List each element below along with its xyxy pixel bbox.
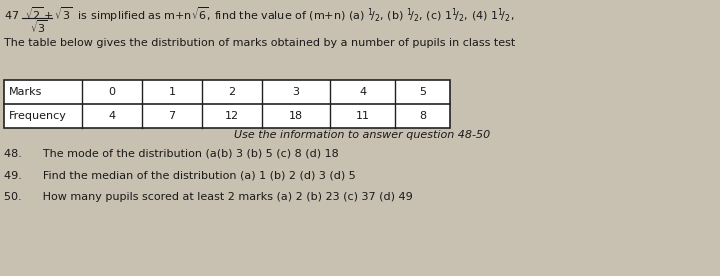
Text: 7: 7 [168,111,176,121]
Text: Marks: Marks [9,87,42,97]
Text: Use the information to answer question 48-50: Use the information to answer question 4… [234,130,490,140]
Text: 2: 2 [228,87,235,97]
Text: 0: 0 [109,87,115,97]
Text: $\sqrt{3}$: $\sqrt{3}$ [30,18,48,35]
Text: 12: 12 [225,111,239,121]
Text: 11: 11 [356,111,369,121]
Text: 47  $\sqrt{2}+\sqrt{3}$  is simplified as m+n$\sqrt{6}$, find the value of (m+n): 47 $\sqrt{2}+\sqrt{3}$ is simplified as … [4,5,514,24]
Text: 4: 4 [109,111,116,121]
Text: Frequency: Frequency [9,111,67,121]
Bar [4,80,450,128]
Text: 4: 4 [359,87,366,97]
Text: 50.      How many pupils scored at least 2 marks (a) 2 (b) 23 (c) 37 (d) 49: 50. How many pupils scored at least 2 ma… [4,192,413,202]
Text: 1: 1 [168,87,176,97]
Text: 48.      The mode of the distribution (a(b) 3 (b) 5 (c) 8 (d) 18: 48. The mode of the distribution (a(b) 3… [4,148,338,158]
Text: The table below gives the distribution of marks obtained by a number of pupils i: The table below gives the distribution o… [4,38,516,48]
Text: 8: 8 [419,111,426,121]
Text: 5: 5 [419,87,426,97]
Text: 18: 18 [289,111,303,121]
Text: 3: 3 [292,87,300,97]
Text: 49.      Find the median of the distribution (a) 1 (b) 2 (d) 3 (d) 5: 49. Find the median of the distribution … [4,170,356,180]
